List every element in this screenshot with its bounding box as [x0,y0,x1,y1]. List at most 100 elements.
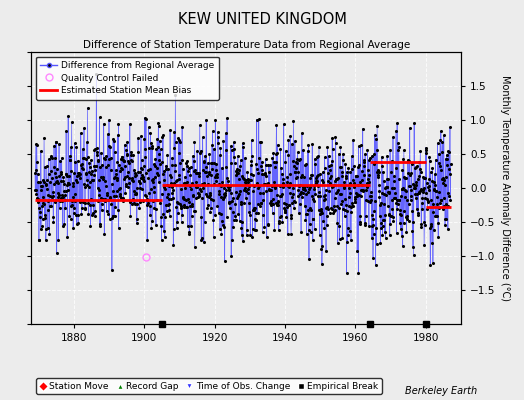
Point [299,184,307,190]
Point [244,179,252,186]
Point [63,180,72,186]
Point [137,164,145,171]
Point [69,224,78,231]
Point [227,160,236,167]
Point [289,118,298,124]
Point [126,148,135,155]
Point [268,210,277,216]
Point [178,211,187,218]
Point [401,186,410,193]
Point [167,174,175,180]
Point [93,157,102,164]
Point [285,183,293,190]
Point [220,191,228,198]
Point [130,191,139,198]
Point [146,212,154,218]
Point [374,172,382,178]
Point [54,236,62,243]
Point [241,185,249,192]
Point [121,190,129,196]
Point [45,171,53,177]
Point [121,141,129,148]
Point [425,175,433,182]
Point [64,113,72,119]
Point [324,206,332,212]
Point [289,190,297,197]
Point [39,200,47,206]
Point [178,157,186,163]
Point [389,218,398,224]
Point [336,201,345,207]
Point [80,125,88,131]
Point [138,186,146,192]
Point [213,129,222,135]
Point [301,217,310,223]
Point [311,156,319,162]
Point [62,171,71,177]
Point [283,183,292,189]
Point [369,216,377,222]
Point [354,143,363,150]
Point [38,203,46,209]
Point [210,160,219,166]
Point [226,204,234,211]
Point [284,137,292,143]
Point [435,200,444,206]
Point [411,191,420,198]
Point [85,160,93,166]
Point [395,197,403,203]
Point [257,200,266,206]
Point [306,183,314,190]
Point [221,192,229,198]
Point [165,183,173,189]
Point [176,159,184,166]
Point [224,184,232,190]
Point [234,170,243,176]
Point [166,127,174,133]
Point [187,164,195,170]
Point [391,165,400,171]
Point [405,182,413,189]
Point [227,147,236,153]
Point [106,194,114,201]
Point [322,213,331,219]
Point [148,197,157,204]
Point [136,185,144,191]
Point [341,161,350,167]
Point [270,226,279,233]
Point [398,167,407,173]
Point [91,167,100,174]
Point [105,216,114,222]
Point [401,175,410,181]
Point [105,143,114,149]
Point [194,170,203,177]
Point [333,176,341,182]
Point [245,182,254,189]
Point [181,180,189,186]
Point [423,198,432,204]
Point [155,150,163,157]
Point [94,197,103,204]
Point [249,205,258,211]
Point [283,204,291,210]
Point [195,173,204,179]
Point [158,159,166,165]
Point [249,172,258,178]
Point [196,148,205,154]
Point [59,223,67,229]
Point [444,192,453,199]
Point [352,173,360,179]
Point [381,212,389,218]
Point [351,199,359,206]
Point [272,151,280,158]
Point [286,133,294,139]
Point [130,166,138,173]
Point [216,226,224,232]
Point [33,159,41,166]
Point [58,193,67,200]
Point [205,151,214,158]
Point [346,228,354,234]
Point [90,162,98,169]
Point [60,188,68,194]
Point [244,176,253,182]
